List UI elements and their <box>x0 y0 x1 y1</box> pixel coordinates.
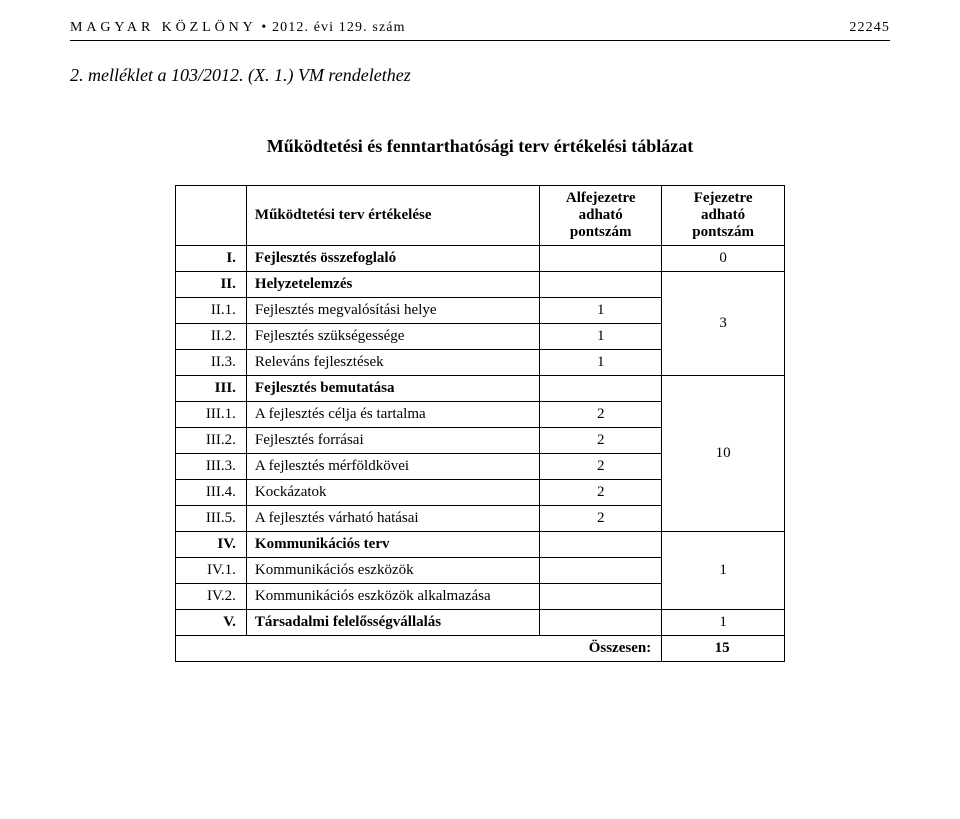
row-chapscore: 10 <box>662 376 785 532</box>
row-label: Fejlesztés bemutatása <box>246 376 539 402</box>
table-header-row: Működtetési terv értékelése Alfejezetre … <box>176 186 785 246</box>
table-row: I.Fejlesztés összefoglaló 0 <box>176 246 785 272</box>
header-year-issue: 2012. évi 129. szám <box>272 20 406 35</box>
row-subscore: 2 <box>540 506 662 532</box>
row-number: II.3. <box>176 350 247 376</box>
row-label: Fejlesztés szükségessége <box>246 324 539 350</box>
row-subscore <box>540 246 662 272</box>
evaluation-table: Működtetési terv értékelése Alfejezetre … <box>175 185 785 662</box>
table-title: Működtetési és fenntarthatósági terv ért… <box>70 136 890 157</box>
row-number: IV.1. <box>176 558 247 584</box>
gazette-name: MAGYAR KÖZLÖNY <box>70 20 257 35</box>
row-label: Fejlesztés összefoglaló <box>246 246 539 272</box>
row-label: Társadalmi felelősségvállalás <box>246 610 539 636</box>
total-label: Összesen: <box>176 636 662 662</box>
row-chapscore: 1 <box>662 532 785 610</box>
row-number: V. <box>176 610 247 636</box>
row-number: III.5. <box>176 506 247 532</box>
table-row: IV.Kommunikációs terv1 <box>176 532 785 558</box>
row-subscore: 2 <box>540 454 662 480</box>
row-label: Kommunikációs terv <box>246 532 539 558</box>
col-header-chap: Fejezetre adható pontszám <box>662 186 785 246</box>
table-body: I.Fejlesztés összefoglaló0II.Helyzetelem… <box>176 246 785 662</box>
row-chapscore: 1 <box>662 610 785 636</box>
table-row: II.Helyzetelemzés3 <box>176 272 785 298</box>
row-number: IV.2. <box>176 584 247 610</box>
row-subscore: 2 <box>540 428 662 454</box>
table-row: III.Fejlesztés bemutatása10 <box>176 376 785 402</box>
col-header-eval: Működtetési terv értékelése <box>246 186 539 246</box>
total-value: 15 <box>662 636 785 662</box>
row-number: III.4. <box>176 480 247 506</box>
row-number: III.3. <box>176 454 247 480</box>
row-number: II.1. <box>176 298 247 324</box>
row-number: I. <box>176 246 247 272</box>
row-subscore <box>540 584 662 610</box>
row-label: Kommunikációs eszközök alkalmazása <box>246 584 539 610</box>
row-subscore: 1 <box>540 324 662 350</box>
running-header: MAGYAR KÖZLÖNY • 2012. évi 129. szám 222… <box>70 20 890 41</box>
row-subscore <box>540 558 662 584</box>
row-label: Fejlesztés forrásai <box>246 428 539 454</box>
row-label: Kommunikációs eszközök <box>246 558 539 584</box>
row-label: A fejlesztés célja és tartalma <box>246 402 539 428</box>
row-subscore: 1 <box>540 350 662 376</box>
row-chapscore: 3 <box>662 272 785 376</box>
col-header-blank <box>176 186 247 246</box>
row-number: II. <box>176 272 247 298</box>
table-total-row: Összesen:15 <box>176 636 785 662</box>
row-chapscore: 0 <box>662 246 785 272</box>
row-label: A fejlesztés mérföldkövei <box>246 454 539 480</box>
col-header-sub: Alfejezetre adható pontszám <box>540 186 662 246</box>
attachment-reference: 2. melléklet a 103/2012. (X. 1.) VM rend… <box>70 65 890 86</box>
row-number: III.2. <box>176 428 247 454</box>
row-label: Fejlesztés megvalósítási helye <box>246 298 539 324</box>
header-left-group: MAGYAR KÖZLÖNY • 2012. évi 129. szám <box>70 20 406 36</box>
row-subscore: 1 <box>540 298 662 324</box>
row-label: Releváns fejlesztések <box>246 350 539 376</box>
row-number: IV. <box>176 532 247 558</box>
row-subscore <box>540 272 662 298</box>
row-label: A fejlesztés várható hatásai <box>246 506 539 532</box>
page-number: 22245 <box>849 20 890 36</box>
row-label: Helyzetelemzés <box>246 272 539 298</box>
row-number: II.2. <box>176 324 247 350</box>
row-subscore <box>540 532 662 558</box>
row-subscore: 2 <box>540 402 662 428</box>
row-label: Kockázatok <box>246 480 539 506</box>
row-subscore: 2 <box>540 480 662 506</box>
document-page: MAGYAR KÖZLÖNY • 2012. évi 129. szám 222… <box>0 0 960 662</box>
row-subscore <box>540 376 662 402</box>
row-number: III.1. <box>176 402 247 428</box>
row-number: III. <box>176 376 247 402</box>
header-dot: • <box>261 20 267 35</box>
table-row: V.Társadalmi felelősségvállalás 1 <box>176 610 785 636</box>
row-subscore <box>540 610 662 636</box>
